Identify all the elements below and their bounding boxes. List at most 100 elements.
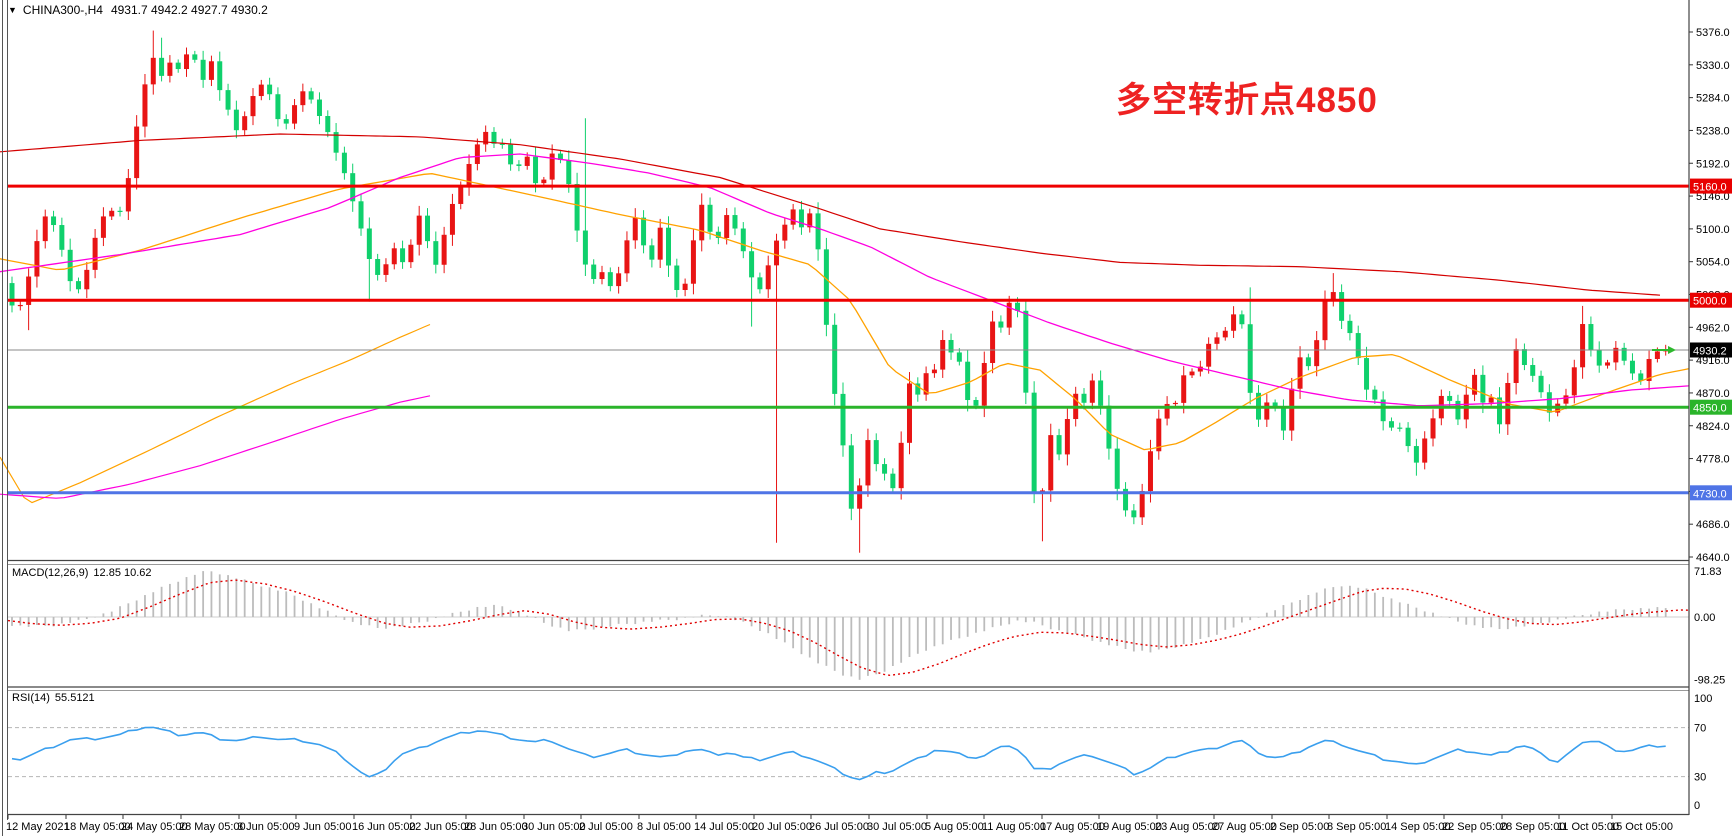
collapse-icon[interactable]: ▼: [8, 5, 17, 15]
candle: [1147, 451, 1153, 492]
time-tick-label: 2 Sep 05:00: [1270, 821, 1329, 833]
candle: [1064, 419, 1070, 455]
candle: [34, 241, 40, 277]
candle: [1405, 427, 1411, 447]
time-tick-label: 19 Aug 05:00: [1097, 821, 1162, 833]
candle: [1521, 349, 1527, 366]
candle: [1297, 357, 1303, 389]
candle: [607, 272, 613, 287]
candle: [499, 143, 505, 145]
time-tick-label: 11 Oct 05:00: [1557, 821, 1619, 833]
candle: [258, 84, 264, 97]
candle: [1056, 435, 1062, 455]
candle: [948, 339, 954, 353]
candle: [1305, 357, 1311, 367]
candle: [483, 131, 489, 145]
rsi-tick-100: 100: [1694, 693, 1712, 705]
candle: [1123, 488, 1129, 511]
price-tick-label: 4778.0: [1696, 454, 1730, 466]
candle: [740, 228, 746, 252]
candle: [1172, 402, 1178, 405]
candle: [757, 277, 763, 290]
candle: [26, 276, 32, 305]
rsi-line: [11, 726, 1666, 781]
candle: [184, 54, 190, 70]
annotation-text[interactable]: 多空转折点4850: [1116, 81, 1378, 120]
ohlc-quote: 4931.7 4942.2 4927.7 4930.2: [110, 3, 268, 17]
main-chart-panel[interactable]: [8, 0, 1689, 560]
candle: [9, 283, 15, 306]
time-tick-label: 26 Jul 05:00: [809, 821, 869, 833]
candle: [1355, 333, 1361, 359]
ma-slow-magenta-left: [0, 395, 431, 499]
candle: [1289, 388, 1295, 431]
rsi-name: RSI(14): [12, 692, 50, 704]
time-tick-label: 22 Sep 05:00: [1442, 821, 1507, 833]
time-tick-label: 3 Jun 05:00: [237, 821, 295, 833]
candle: [308, 91, 314, 100]
rsi-tick-70: 70: [1694, 723, 1706, 735]
candle: [192, 54, 198, 60]
time-tick-label: 30 Jul 05:00: [867, 821, 927, 833]
candle: [1372, 389, 1378, 400]
price-badge-5160.0-label: 5160.0: [1693, 182, 1727, 194]
candle: [641, 217, 647, 246]
candle: [798, 209, 804, 228]
time-tick-label: 16 Jun 05:00: [352, 821, 416, 833]
candle: [1430, 418, 1436, 439]
rsi-panel[interactable]: [8, 690, 1689, 814]
time-tick-label: 14 Jul 05:00: [694, 821, 754, 833]
ma-magenta: [0, 153, 1690, 407]
candle: [1031, 392, 1037, 492]
price-tick-label: 4962.0: [1696, 322, 1730, 334]
candle: [1364, 358, 1370, 390]
candle: [574, 184, 580, 231]
candle: [391, 248, 397, 265]
candle: [1621, 347, 1627, 361]
candle: [699, 204, 705, 241]
price-tick-label: 5238.0: [1696, 125, 1730, 137]
current-price-badge: [1690, 342, 1732, 358]
candle: [283, 119, 289, 124]
time-tick-label: 14 Sep 05:00: [1385, 821, 1450, 833]
candle: [375, 258, 381, 275]
ma-slow-orange-left: [0, 323, 431, 504]
candle: [425, 215, 431, 242]
time-tick-label: 5 Aug 05:00: [925, 821, 984, 833]
candle: [857, 485, 863, 509]
candle: [1280, 407, 1286, 431]
candle: [1181, 375, 1187, 403]
price-tick-label: 5100.0: [1696, 224, 1730, 236]
candle: [1197, 366, 1203, 372]
candle: [516, 164, 522, 166]
candle: [1098, 380, 1104, 406]
candle: [1496, 397, 1502, 425]
candle: [333, 132, 339, 153]
candle: [1380, 399, 1386, 422]
candle: [51, 216, 57, 226]
ma-orange: [0, 173, 1690, 451]
price-tick-label: 5192.0: [1696, 158, 1730, 170]
candle: [873, 440, 879, 465]
candle: [366, 228, 372, 259]
candle: [1231, 314, 1237, 331]
candle: [582, 230, 588, 265]
macd-values: 12.85 10.62: [93, 567, 152, 579]
candle: [1222, 330, 1228, 338]
candle: [1455, 400, 1461, 420]
candle: [117, 210, 123, 212]
candle: [1131, 510, 1137, 518]
candle: [84, 269, 90, 290]
candle: [624, 240, 630, 274]
candle: [325, 115, 331, 133]
macd-signal-line: [7, 579, 1689, 677]
candle: [599, 272, 605, 280]
macd-panel[interactable]: [8, 565, 1689, 686]
candle: [1422, 438, 1428, 463]
time-axis[interactable]: [7, 815, 1613, 819]
time-tick-label: 8 Sep 05:00: [1327, 821, 1386, 833]
candle: [134, 126, 140, 179]
candle: [474, 144, 480, 164]
